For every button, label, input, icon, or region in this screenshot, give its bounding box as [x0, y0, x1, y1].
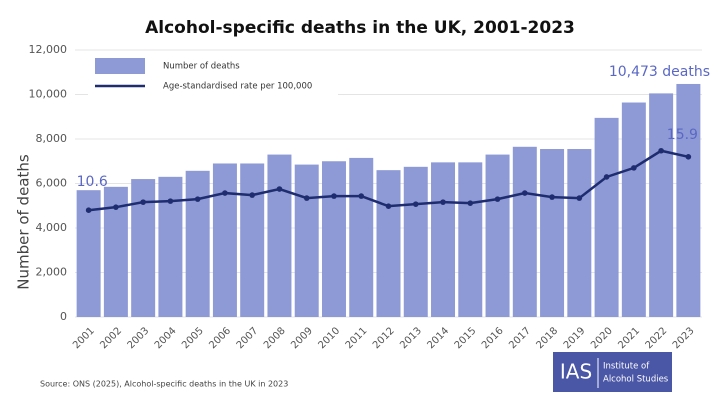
bar [376, 170, 401, 317]
point [440, 199, 446, 205]
point [658, 147, 664, 154]
x-tick-label: 2017 [507, 325, 533, 351]
bar [131, 179, 156, 317]
bar [485, 154, 510, 317]
y-axis-label: Number of deaths [15, 154, 33, 290]
x-tick-label: 2001 [71, 325, 97, 351]
x-tick-label: 2003 [126, 325, 152, 351]
logo: IAS Institute of Alcohol Studies [553, 352, 672, 392]
x-tick-label: 2020 [589, 325, 615, 351]
bar [267, 154, 292, 317]
bar [294, 164, 319, 317]
point [222, 190, 228, 196]
point [522, 190, 528, 196]
point [358, 193, 365, 199]
y-tick-label: 2,000 [36, 266, 68, 279]
bar [76, 190, 101, 317]
y-tick-label: 0 [60, 310, 67, 323]
point [494, 196, 501, 202]
x-tick-label: 2004 [153, 325, 179, 351]
x-tick-label: 2022 [644, 325, 670, 351]
x-tick-label: 2002 [98, 325, 124, 351]
y-tick-label: 12,000 [29, 43, 68, 56]
point [85, 207, 92, 213]
x-tick-label: 2016 [480, 325, 506, 351]
point [576, 195, 583, 201]
data-label: 15.9 [667, 127, 698, 143]
point [331, 193, 337, 199]
data-label: 10,473 deaths [609, 64, 710, 80]
x-tick-label: 2010 [316, 325, 342, 351]
bar [185, 170, 210, 317]
point [249, 192, 255, 198]
point [467, 200, 474, 206]
y-tick-label: 8,000 [36, 132, 68, 145]
bar [621, 102, 646, 317]
point [303, 195, 310, 201]
x-tick-label: 2009 [289, 325, 315, 351]
bar [212, 163, 237, 317]
legend-label: Number of deaths [163, 62, 240, 72]
chart-title: Alcohol-specific deaths in the UK, 2001-… [145, 18, 575, 38]
logo-name: Alcohol Studies [603, 375, 669, 385]
x-tick-label: 2023 [671, 325, 697, 351]
logo-abbr: IAS [560, 360, 592, 384]
x-tick-label: 2007 [235, 325, 261, 351]
x-tick-label: 2013 [398, 325, 424, 351]
x-tick-label: 2019 [562, 325, 588, 351]
bar [540, 149, 565, 317]
legend-label: Age-standardised rate per 100,000 [163, 82, 312, 92]
bar [649, 93, 674, 317]
logo-box [553, 352, 672, 392]
bar [240, 163, 265, 317]
point [631, 165, 637, 171]
point [276, 186, 283, 192]
point [685, 154, 692, 160]
point [549, 194, 555, 200]
x-tick-label: 2014 [425, 325, 451, 351]
y-tick-label: 10,000 [29, 88, 68, 101]
point [194, 196, 201, 202]
source-note: Source: ONS (2025), Alcohol-specific dea… [40, 380, 288, 389]
bar [349, 157, 374, 317]
bar [567, 149, 592, 317]
data-label: 10.6 [77, 174, 108, 190]
point [385, 203, 392, 209]
x-tick-label: 2018 [535, 325, 561, 351]
point [140, 199, 146, 205]
point [113, 204, 119, 210]
x-tick-label: 2015 [453, 325, 479, 351]
bar [103, 186, 128, 317]
bar [403, 166, 428, 317]
x-tick-label: 2008 [262, 325, 288, 351]
y-tick-label: 6,000 [36, 177, 68, 190]
bar [676, 83, 701, 317]
bar [594, 117, 619, 317]
x-tick-label: 2021 [616, 325, 642, 351]
legend: Number of deaths Age-standardised rate pe… [88, 52, 338, 98]
bar [321, 161, 346, 317]
point [603, 174, 610, 180]
point [412, 201, 419, 207]
y-tick-label: 4,000 [36, 221, 68, 234]
bar [158, 176, 183, 317]
x-tick-label: 2011 [344, 325, 370, 351]
point [167, 198, 174, 204]
x-tick-label: 2005 [180, 325, 206, 351]
logo-name: Institute of [603, 362, 650, 372]
x-tick-label: 2012 [371, 325, 397, 351]
bar [458, 162, 483, 317]
bar [431, 162, 456, 317]
x-tick-label: 2006 [207, 325, 233, 351]
bar [512, 146, 537, 317]
legend-swatch [95, 58, 145, 74]
